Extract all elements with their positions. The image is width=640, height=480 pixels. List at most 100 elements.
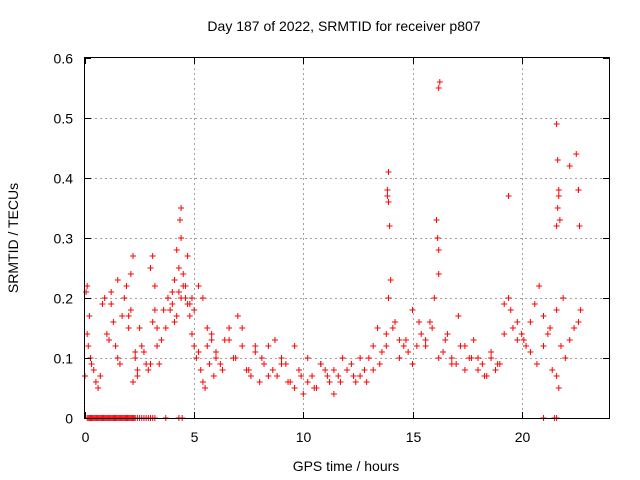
data-point <box>422 343 429 349</box>
data-point <box>435 271 442 277</box>
y-tick-label: 0.3 <box>54 231 74 247</box>
data-point <box>555 385 562 391</box>
data-point <box>252 343 259 349</box>
data-point <box>130 253 137 259</box>
x-axis-label: GPS time / hours <box>293 458 400 474</box>
data-point <box>549 367 556 373</box>
data-point <box>278 361 285 367</box>
data-point <box>475 355 481 361</box>
data-point <box>269 367 276 373</box>
data-point <box>509 325 516 331</box>
data-point <box>151 283 158 289</box>
data-point <box>247 373 254 379</box>
data-point <box>374 325 381 331</box>
data-point <box>178 295 185 301</box>
data-point <box>119 313 126 319</box>
data-point <box>188 331 195 337</box>
data-point <box>326 379 333 385</box>
grid <box>85 58 609 418</box>
data-point <box>173 313 180 319</box>
data-point <box>123 283 130 289</box>
data-point <box>566 163 573 169</box>
data-point <box>518 331 525 337</box>
data-point <box>435 247 442 253</box>
data-point <box>413 343 420 349</box>
data-point <box>352 379 359 385</box>
data-point <box>169 289 176 295</box>
data-point <box>154 343 161 349</box>
data-point <box>309 373 316 379</box>
data-point <box>492 367 499 373</box>
data-point <box>317 361 324 367</box>
data-point <box>300 391 307 397</box>
data-point <box>566 337 573 343</box>
data-point <box>295 367 302 373</box>
data-point <box>304 355 311 361</box>
data-point <box>204 343 211 349</box>
data-point <box>387 277 394 283</box>
data-point <box>557 343 564 349</box>
data-point <box>560 295 567 301</box>
data-point <box>405 349 412 355</box>
data-point <box>442 337 449 343</box>
data-point <box>178 205 185 211</box>
data-point <box>149 319 156 325</box>
data-point <box>507 307 514 313</box>
data-point <box>285 379 292 385</box>
data-point <box>553 373 560 379</box>
data-point <box>125 313 132 319</box>
data-point <box>160 307 167 313</box>
data-point <box>556 217 563 223</box>
data-point <box>206 361 213 367</box>
data-point <box>409 361 416 367</box>
data-point <box>365 355 372 361</box>
chart-title: Day 187 of 2022, SRMTID for receiver p80… <box>207 18 480 34</box>
data-point <box>186 301 193 307</box>
data-point <box>173 247 180 253</box>
data-point <box>553 307 560 313</box>
data-point <box>114 355 121 361</box>
data-point <box>95 385 102 391</box>
y-axis-label: SRMTID / TECUs <box>5 183 21 293</box>
data-point <box>88 361 95 367</box>
data-point <box>461 367 468 373</box>
data-point <box>127 307 134 313</box>
data-point <box>501 301 508 307</box>
data-point <box>154 325 161 331</box>
data-point <box>256 379 263 385</box>
y-tick-label: 0.6 <box>54 51 74 67</box>
data-point <box>304 379 311 385</box>
data-point <box>130 379 137 385</box>
data-point <box>409 307 416 313</box>
data-point <box>576 223 583 229</box>
data-point <box>202 385 209 391</box>
data-point <box>470 337 477 343</box>
data-point <box>156 361 163 367</box>
data-point <box>416 319 423 325</box>
data-point <box>90 367 97 373</box>
data-point <box>311 385 318 391</box>
data-point <box>571 325 578 331</box>
data-point <box>448 355 455 361</box>
data-point <box>226 337 233 343</box>
data-point <box>494 361 501 367</box>
data-point <box>389 325 396 331</box>
data-point <box>298 373 305 379</box>
data-point <box>455 313 462 319</box>
data-point <box>337 379 344 385</box>
data-point <box>435 355 442 361</box>
data-point <box>208 331 215 337</box>
data-point <box>158 337 165 343</box>
data-point <box>204 325 211 331</box>
data-point <box>386 223 393 229</box>
data-point <box>116 361 123 367</box>
data-point <box>110 319 117 325</box>
data-point <box>370 343 377 349</box>
data-point <box>193 355 200 361</box>
data-point <box>324 373 331 379</box>
data-point <box>219 367 226 373</box>
data-point <box>501 331 508 337</box>
data-point <box>274 373 281 379</box>
data-point <box>488 355 495 361</box>
data-point <box>258 355 265 361</box>
